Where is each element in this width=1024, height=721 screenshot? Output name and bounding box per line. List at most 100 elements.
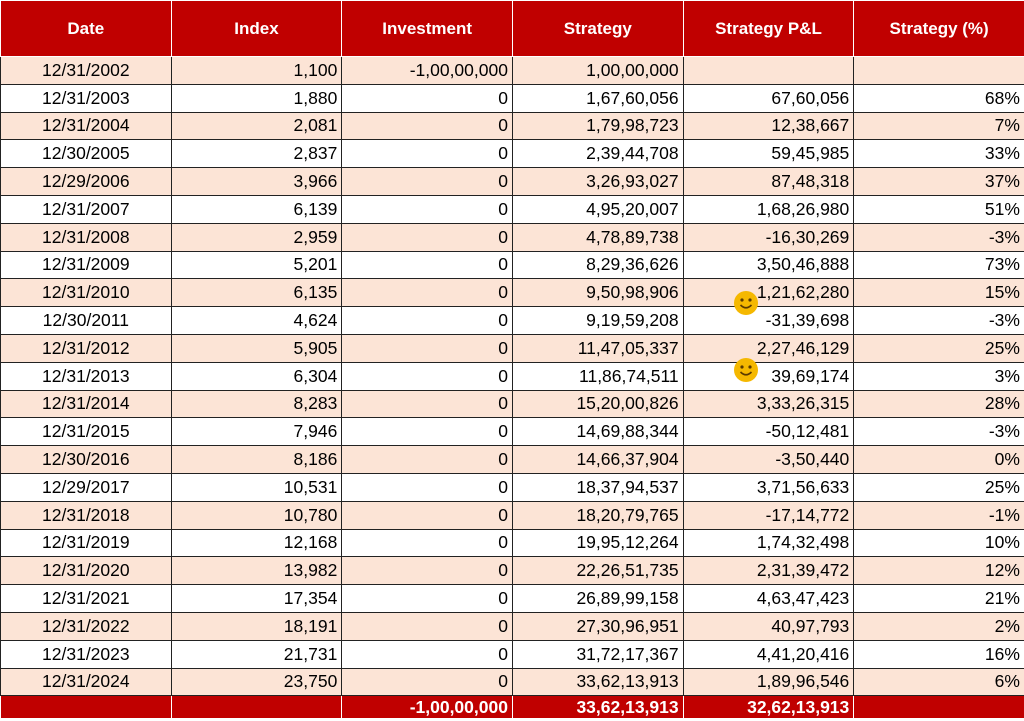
table-cell: 0 bbox=[341, 333, 513, 363]
table-cell: 2,837 bbox=[170, 139, 343, 169]
table-cell: 0 bbox=[341, 306, 513, 335]
table-cell: 2,27,46,129 bbox=[682, 333, 855, 363]
table-cell: 26,89,99,158 bbox=[511, 584, 684, 613]
table-cell: 5,905 bbox=[170, 333, 343, 363]
table-row: 12/31/2014 8,283 0 15,20,00,826 3,33,26,315 2… bbox=[0, 389, 1024, 419]
table-cell: 4,63,47,423 bbox=[682, 584, 855, 613]
table-cell: 4,95,20,007 bbox=[511, 194, 684, 224]
table-row: 12/31/2009 5,201 0 8,29,36,626 3,50,46,888 73… bbox=[0, 250, 1024, 280]
table-cell: 15% bbox=[853, 278, 1024, 308]
table-cell: -1% bbox=[853, 500, 1024, 530]
table-cell bbox=[682, 56, 855, 85]
table-row: 12/31/2019 12,168 0 19,95,12,264 1,74,32,498… bbox=[0, 528, 1024, 558]
table-row: 12/30/2005 2,837 0 2,39,44,708 59,45,985 33% bbox=[0, 139, 1024, 169]
table-cell: 12/31/2022 bbox=[0, 611, 172, 641]
table-cell: 6,139 bbox=[170, 194, 343, 224]
table-cell: 12/29/2006 bbox=[0, 167, 172, 196]
table-cell: 0 bbox=[341, 528, 513, 558]
table-cell: 17,354 bbox=[170, 584, 343, 613]
table-cell: 12/31/2004 bbox=[0, 111, 172, 141]
table-row: 12/31/2020 13,982 0 22,26,51,735 2,31,39,472… bbox=[0, 556, 1024, 586]
table-cell: 1,68,26,980 bbox=[682, 194, 855, 224]
footer-cell: 33,62,13,913 bbox=[511, 695, 684, 720]
header-cell: Index bbox=[170, 0, 343, 57]
table-cell: 0 bbox=[341, 139, 513, 169]
header-cell: Strategy P&L bbox=[682, 0, 855, 57]
table-cell: 3% bbox=[853, 361, 1024, 391]
table-cell: 9,50,98,906 bbox=[511, 278, 684, 308]
footer-cell bbox=[0, 695, 172, 720]
table-cell: 12/31/2009 bbox=[0, 250, 172, 280]
table-cell: 2,081 bbox=[170, 111, 343, 141]
header-cell: Strategy (%) bbox=[853, 0, 1024, 57]
table-cell: 33,62,13,913 bbox=[511, 667, 684, 697]
table-cell: 11,86,74,511 bbox=[511, 361, 684, 391]
table-row: 12/31/2018 10,780 0 18,20,79,765 -17,14,772-… bbox=[0, 500, 1024, 530]
smiley-icon bbox=[734, 291, 758, 315]
table-cell: 6% bbox=[853, 667, 1024, 697]
table-cell: 12/31/2008 bbox=[0, 222, 172, 252]
table-cell: 23,750 bbox=[170, 667, 343, 697]
table-cell: -3% bbox=[853, 417, 1024, 447]
table-cell: 12/31/2019 bbox=[0, 528, 172, 558]
table-cell: 4,624 bbox=[170, 306, 343, 335]
table-cell: 21% bbox=[853, 584, 1024, 613]
table-cell: 0 bbox=[341, 222, 513, 252]
table-cell: 12/31/2003 bbox=[0, 83, 172, 113]
table-row: 12/29/2006 3,966 0 3,26,93,027 87,48,318 37% bbox=[0, 167, 1024, 196]
table-cell: 12/30/2005 bbox=[0, 139, 172, 169]
table-cell: 1,21,62,280 bbox=[682, 278, 855, 308]
table-cell: -50,12,481 bbox=[682, 417, 855, 447]
table-cell: 0 bbox=[341, 417, 513, 447]
table-body: 12/31/2002 1,100 -1,00,00,000 1,00,00,000 12… bbox=[0, 56, 1024, 720]
table-cell: 0 bbox=[341, 584, 513, 613]
table-cell: 12/31/2020 bbox=[0, 556, 172, 586]
table-row: 12/31/2010 6,135 0 9,50,98,906 1,21,62,280 15… bbox=[0, 278, 1024, 308]
table-cell: 15,20,00,826 bbox=[511, 389, 684, 419]
table-cell: 0 bbox=[341, 194, 513, 224]
table-cell: 12/31/2012 bbox=[0, 333, 172, 363]
table-cell: 0 bbox=[341, 83, 513, 113]
table-cell: 6,135 bbox=[170, 278, 343, 308]
table-row: 12/31/2004 2,081 0 1,79,98,723 12,38,667 7% bbox=[0, 111, 1024, 141]
table-cell: 12/31/2023 bbox=[0, 639, 172, 669]
table-row: 12/31/2003 1,880 0 1,67,60,056 67,60,056 68% bbox=[0, 83, 1024, 113]
table-cell: 1,00,00,000 bbox=[511, 56, 684, 85]
table-cell: -1,00,00,000 bbox=[341, 56, 513, 85]
table-cell: 28% bbox=[853, 389, 1024, 419]
table-cell: 87,48,318 bbox=[682, 167, 855, 196]
table-cell: 37% bbox=[853, 167, 1024, 196]
table-cell: 9,19,59,208 bbox=[511, 306, 684, 335]
table-cell: 14,66,37,904 bbox=[511, 445, 684, 474]
table-cell: 16% bbox=[853, 639, 1024, 669]
table-cell bbox=[853, 56, 1024, 85]
table-cell: -17,14,772 bbox=[682, 500, 855, 530]
table-cell: 1,74,32,498 bbox=[682, 528, 855, 558]
table-row: 12/31/2008 2,959 0 4,78,89,738 -16,30,269 -3% bbox=[0, 222, 1024, 252]
table-cell: 27,30,96,951 bbox=[511, 611, 684, 641]
header-cell: Date bbox=[0, 0, 172, 57]
smiley-icon bbox=[734, 358, 758, 382]
table-cell: 19,95,12,264 bbox=[511, 528, 684, 558]
table-cell: 1,79,98,723 bbox=[511, 111, 684, 141]
footer-row: -1,00,00,000 33,62,13,913 32,62,13,913 bbox=[0, 695, 1024, 720]
table-cell: 0 bbox=[341, 667, 513, 697]
table-cell: 0 bbox=[341, 556, 513, 586]
table-cell: 39,69,174 bbox=[682, 361, 855, 391]
table-cell: 12/30/2011 bbox=[0, 306, 172, 335]
table-cell: 0 bbox=[341, 361, 513, 391]
table-cell: 4,78,89,738 bbox=[511, 222, 684, 252]
footer-cell bbox=[170, 695, 343, 720]
table-cell: 12/30/2016 bbox=[0, 445, 172, 474]
table-cell: 73% bbox=[853, 250, 1024, 280]
table-cell: 12/31/2015 bbox=[0, 417, 172, 447]
table-cell: 2,959 bbox=[170, 222, 343, 252]
table-cell: 12% bbox=[853, 556, 1024, 586]
table-cell: 59,45,985 bbox=[682, 139, 855, 169]
table-cell: 12/31/2002 bbox=[0, 56, 172, 85]
table-cell: -16,30,269 bbox=[682, 222, 855, 252]
table-cell: 0 bbox=[341, 389, 513, 419]
table-cell: 0 bbox=[341, 278, 513, 308]
header-cell: Investment bbox=[341, 0, 513, 57]
